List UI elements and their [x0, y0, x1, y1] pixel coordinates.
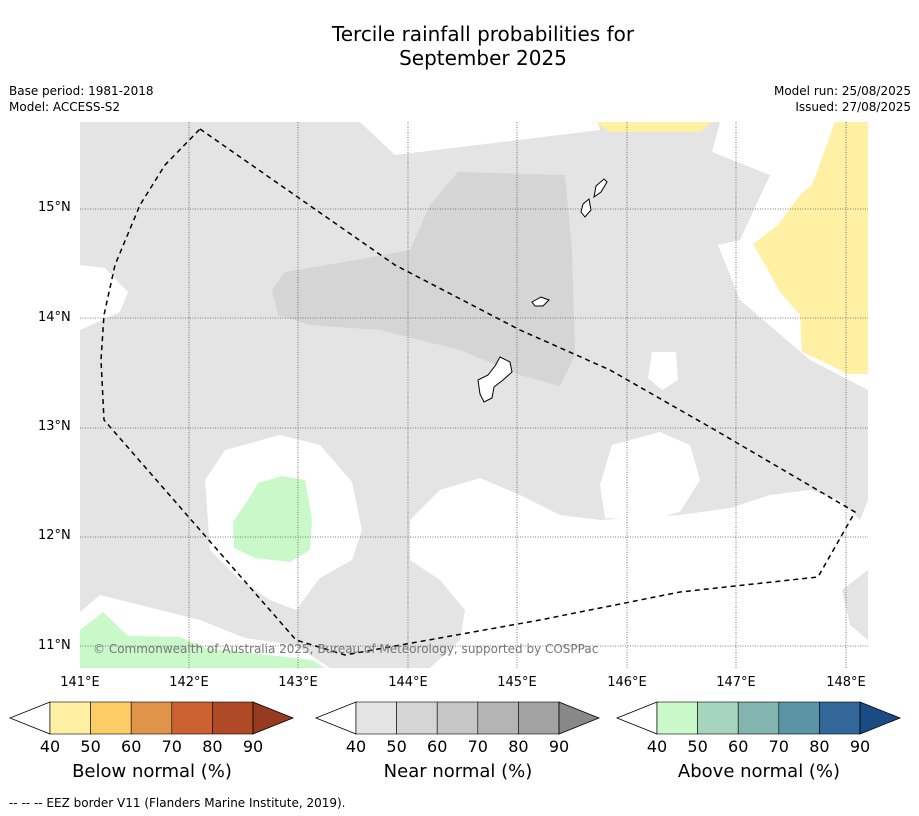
probability-field — [80, 122, 868, 668]
colorbar-below — [8, 701, 295, 735]
colorbar-below-tick: 40 — [39, 737, 61, 756]
colorbar-below-low-extend — [8, 701, 51, 735]
low-prob-region-north — [360, 122, 600, 155]
lon-label-142: 142°E — [169, 675, 209, 690]
colorbar-near-segment-40 — [355, 701, 397, 735]
colorbar-near-tick: 50 — [386, 737, 407, 756]
colorbar-near-tick: 90 — [548, 737, 570, 756]
colorbar-above-low-extend — [615, 701, 658, 735]
colorbar-above-segment-80 — [819, 701, 861, 735]
tinian-island — [580, 198, 592, 218]
lon-label-147: 147°E — [716, 675, 756, 690]
lat-label-11: 11°N — [38, 638, 71, 653]
lon-label-145: 145°E — [497, 675, 537, 690]
below-normal-40-region-east — [753, 122, 868, 374]
above-normal-40-region-southwest — [80, 612, 325, 668]
lat-label-14: 14°N — [38, 310, 71, 325]
colorbar-below-tick: 80 — [202, 737, 223, 756]
model-run: Model run: 25/08/2025 — [773, 84, 911, 98]
low-prob-region-west — [80, 265, 128, 330]
guam-island — [477, 356, 513, 403]
colorbar-near-low-extend — [314, 701, 357, 735]
below-normal-40-region-north — [596, 122, 712, 132]
colorbar-above-segment-60 — [737, 701, 780, 735]
colorbar-near — [314, 701, 601, 735]
graticule — [80, 122, 868, 668]
low-prob-region-island — [648, 352, 678, 390]
lon-label-144: 144°E — [388, 675, 428, 690]
coastlines — [477, 178, 608, 403]
low-prob-region-east-center — [600, 432, 700, 520]
meta-right: Model run: 25/08/2025 Issued: 27/08/2025 — [774, 83, 911, 115]
colorbar-below-tick: 90 — [242, 737, 264, 756]
colorbar-above-high-extend — [859, 701, 902, 735]
copyright-notice: © Commonwealth of Australia 2025, Bureau… — [93, 642, 599, 656]
colorbar-above-tick: 40 — [646, 737, 668, 756]
colorbar-below-segment-80 — [212, 701, 254, 735]
colorbar-near-label: Near normal (%) — [383, 761, 533, 782]
colorbar-above-tick: 50 — [687, 737, 708, 756]
colorbar-above-tick: 90 — [849, 737, 871, 756]
colorbar-near-tick: 70 — [467, 737, 488, 756]
lat-label-15: 15°N — [38, 200, 71, 215]
title-line-2: September 2025 — [399, 46, 567, 70]
lon-label-148: 148°E — [826, 675, 866, 690]
colorbar-below-tick: 70 — [161, 737, 182, 756]
above-normal-40-region-center — [233, 476, 312, 562]
colorbar-below-segment-40 — [49, 701, 91, 735]
lat-label-12: 12°N — [38, 528, 71, 543]
near-normal-40-region-southeast — [842, 570, 868, 640]
base-period: Base period: 1981-2018 — [9, 84, 154, 98]
colorbar-above — [615, 701, 902, 735]
issued-date: Issued: 27/08/2025 — [795, 100, 911, 114]
colorbar-below-label: Below normal (%) — [72, 761, 232, 782]
colorbar-above-tick: 80 — [809, 737, 830, 756]
rota-island — [531, 296, 550, 307]
colorbar-below-segment-60 — [130, 701, 173, 735]
colorbar-near-segment-80 — [518, 701, 560, 735]
saipan-island — [593, 178, 608, 199]
colorbar-below-segment-50 — [90, 701, 132, 735]
colorbar-below-high-extend — [252, 701, 295, 735]
lon-label-143: 143°E — [278, 675, 318, 690]
near-normal-50-region — [272, 172, 575, 386]
colorbar-near-tick: 40 — [345, 737, 367, 756]
colorbar-above-segment-50 — [697, 701, 739, 735]
colorbar-near-segment-70 — [477, 701, 519, 735]
colorbar-near-tick: 60 — [427, 737, 448, 756]
colorbar-above-label: Above normal (%) — [677, 761, 841, 782]
colorbar-below-segment-70 — [171, 701, 213, 735]
model-name: Model: ACCESS-S2 — [9, 100, 121, 114]
colorbar-near-high-extend — [558, 701, 601, 735]
map-title: Tercile rainfall probabilities for Septe… — [0, 22, 919, 70]
lat-label-13: 13°N — [38, 419, 71, 434]
eez-footnote: -- -- -- EEZ border V11 (Flanders Marine… — [9, 796, 346, 810]
lon-label-141: 141°E — [60, 675, 100, 690]
colorbar-above-tick: 70 — [768, 737, 789, 756]
colorbar-above-tick: 60 — [728, 737, 749, 756]
eez-border — [100, 128, 857, 656]
colorbar-near-tick: 80 — [508, 737, 529, 756]
colorbar-above-segment-70 — [778, 701, 820, 735]
colorbar-near-segment-60 — [436, 701, 479, 735]
colorbar-below-tick: 60 — [121, 737, 142, 756]
title-line-1: Tercile rainfall probabilities for — [331, 22, 635, 46]
low-prob-region-south — [410, 478, 868, 668]
lon-label-146: 146°E — [607, 675, 647, 690]
colorbar-above-segment-40 — [656, 701, 698, 735]
colorbar-below-tick: 50 — [80, 737, 101, 756]
meta-left: Base period: 1981-2018 Model: ACCESS-S2 — [9, 83, 154, 115]
colorbar-near-segment-50 — [396, 701, 438, 735]
